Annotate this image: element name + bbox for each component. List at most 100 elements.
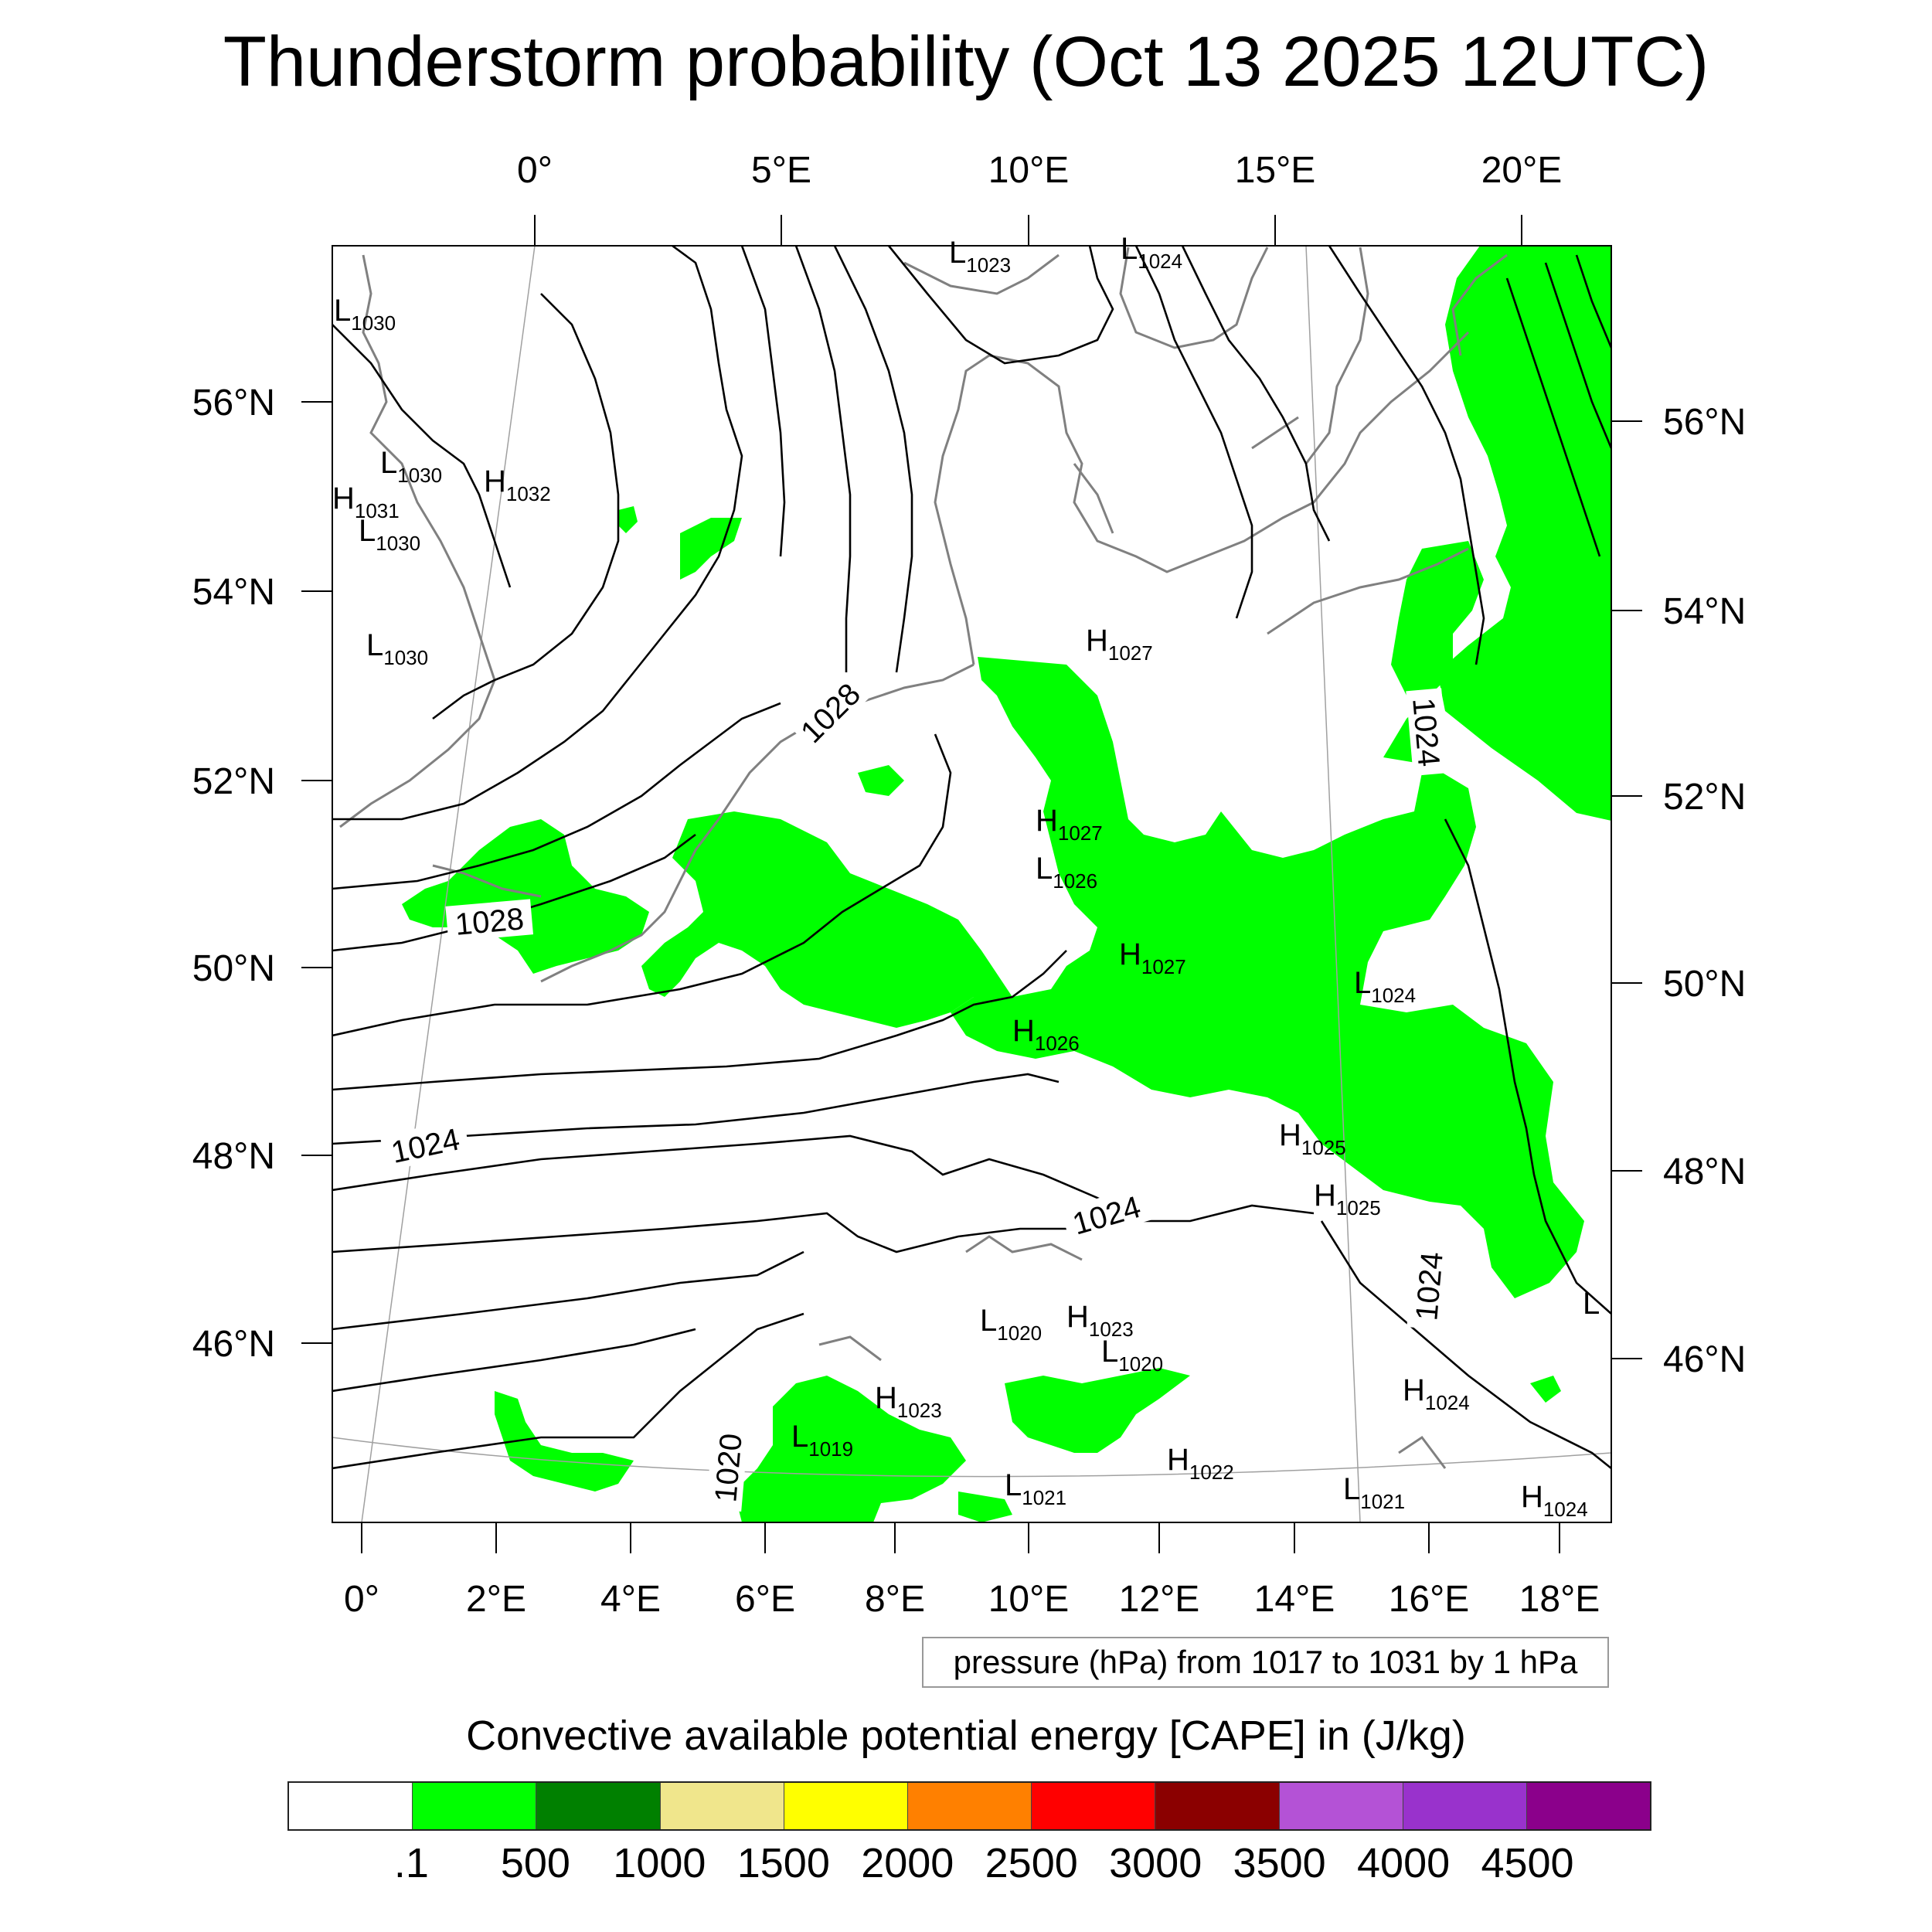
bottom-lon-label: 6°E [735, 1579, 795, 1620]
graticule [332, 246, 1611, 1522]
bottom-lon-label: 12°E [1119, 1579, 1200, 1620]
pressure-center-label: H1025 [1279, 1118, 1346, 1159]
bottom-lon-label: 18°E [1519, 1579, 1600, 1620]
pressure-center-label: H1026 [1012, 1014, 1080, 1055]
left-lat-label: 48°N [192, 1136, 275, 1177]
pressure-center-label: L1023 [949, 236, 1011, 277]
isobars [332, 246, 1611, 1470]
left-lat-label: 50°N [192, 948, 275, 989]
isobar-label: 1024 [1410, 1250, 1450, 1321]
pressure-center-label: L1030 [334, 294, 396, 335]
right-lat-labels: 56°N 54°N 52°N 50°N 48°N 46°N [1663, 402, 1746, 1380]
colorbar-title: Convective available potential energy [C… [466, 1713, 1466, 1759]
contour-info-box: pressure (hPa) from 1017 to 1031 by 1 hP… [922, 1637, 1609, 1688]
pressure-center-label: L1021 [1005, 1468, 1066, 1509]
cape-area-alps-1 [734, 1376, 966, 1522]
pressure-center-label: L [1583, 1287, 1600, 1321]
colorbar-box [907, 1783, 1032, 1829]
cape-area-small-2 [858, 765, 904, 796]
cape-area-west-alps [495, 1391, 634, 1492]
colorbar-box [1032, 1783, 1156, 1829]
colorbar-box [1526, 1783, 1651, 1829]
pressure-center-label: H1024 [1403, 1373, 1470, 1414]
pressure-center-label: L1024 [1354, 966, 1416, 1007]
pressure-center-label: H1024 [1521, 1480, 1588, 1521]
top-lon-label: 0° [517, 150, 553, 191]
isobar-label: 1024 [1406, 696, 1446, 767]
top-lon-label: 15°E [1235, 150, 1316, 191]
cape-area-small-1 [618, 506, 638, 533]
colorbar-label: 1000 [613, 1840, 706, 1886]
colorbar-box [289, 1783, 413, 1829]
cape-area-channel [402, 819, 649, 974]
pressure-center-label: H1031 [332, 481, 400, 522]
top-lon-label: 20°E [1481, 150, 1563, 191]
pressure-centers: L1023 L1024 L1030 L1030 H1032 H1031 L103… [332, 232, 1600, 1521]
pressure-center-label: L1026 [1036, 852, 1097, 893]
colorbar-labels: .1 500 1000 1500 2000 2500 3000 3500 400… [287, 1839, 1651, 1893]
plot-frame [332, 245, 1612, 1523]
colorbar-box [784, 1783, 908, 1829]
cape-area-benelux [641, 811, 1012, 1028]
map-plot-area [332, 246, 1611, 1522]
pressure-center-label: H1022 [1167, 1443, 1234, 1484]
colorbar-label: .1 [393, 1840, 429, 1886]
colorbar-label: 4500 [1481, 1840, 1574, 1886]
left-lat-label: 54°N [192, 572, 275, 613]
right-lat-label: 54°N [1663, 591, 1746, 632]
bottom-lon-label: 14°E [1254, 1579, 1335, 1620]
bottom-lon-labels: 0° 2°E 4°E 6°E 8°E 10°E 12°E 14°E 16°E 1… [344, 1579, 1600, 1620]
colorbar-box [1403, 1783, 1527, 1829]
isobar-label: 1024 [1069, 1190, 1145, 1242]
colorbar-box [536, 1783, 661, 1829]
colorbar-box [1155, 1783, 1280, 1829]
bottom-lon-label: 8°E [865, 1579, 925, 1620]
colorbar-label: 1500 [736, 1840, 830, 1886]
pressure-center-label: L1020 [1101, 1335, 1163, 1376]
coastlines [339, 247, 1508, 1469]
pressure-center-label: L1030 [359, 514, 420, 555]
isobar-labels: 1028 1028 1024 1024 1024 1024 1020 [379, 673, 1450, 1512]
right-lat-label: 56°N [1663, 402, 1746, 443]
pressure-center-label: L1019 [791, 1420, 853, 1461]
cape-area-small-3 [1530, 1376, 1561, 1403]
colorbar-label: 2500 [985, 1840, 1078, 1886]
colorbar-label: 3000 [1109, 1840, 1202, 1886]
colorbar-label: 3500 [1233, 1840, 1326, 1886]
colorbar-box [413, 1783, 537, 1829]
map-title: Thunderstorm probability (Oct 13 2025 12… [223, 22, 1709, 101]
bottom-lon-label: 16°E [1389, 1579, 1470, 1620]
isobar-label: 1020 [709, 1432, 749, 1503]
right-lat-label: 48°N [1663, 1151, 1746, 1192]
colorbar-label: 4000 [1357, 1840, 1451, 1886]
colorbar-label: 2000 [861, 1840, 954, 1886]
colorbar [287, 1781, 1651, 1831]
pressure-center-label: H1032 [484, 464, 551, 505]
right-lat-label: 52°N [1663, 777, 1746, 818]
colorbar-box [660, 1783, 784, 1829]
pressure-center-label: L1020 [980, 1304, 1042, 1345]
cape-area-alps-2 [1005, 1368, 1190, 1453]
pressure-center-label: L1021 [1343, 1472, 1405, 1513]
colorbar-label: 500 [500, 1840, 570, 1886]
bottom-lon-label: 10°E [988, 1579, 1070, 1620]
pressure-center-label: H1023 [875, 1381, 942, 1422]
bottom-lon-label: 0° [344, 1579, 379, 1620]
top-lon-label: 5°E [751, 150, 811, 191]
left-lat-labels: 56°N 54°N 52°N 50°N 48°N 46°N [192, 383, 275, 1365]
pressure-center-label: L1030 [366, 628, 428, 669]
pressure-center-label: H1025 [1314, 1179, 1381, 1219]
bottom-lon-label: 4°E [600, 1579, 661, 1620]
pressure-center-label: H1027 [1036, 804, 1103, 845]
colorbar-box [1279, 1783, 1403, 1829]
left-lat-label: 56°N [192, 383, 275, 423]
pressure-center-label: H1027 [1086, 624, 1153, 665]
pressure-center-label: L1024 [1121, 232, 1182, 273]
left-lat-label: 46°N [192, 1324, 275, 1365]
cape-area-east-coast [1437, 246, 1611, 821]
isobar-label: 1028 [454, 902, 525, 942]
pressure-center-label: H1023 [1066, 1300, 1134, 1341]
pressure-center-label: H1027 [1119, 937, 1186, 978]
top-lon-labels: 0° 5°E 10°E 15°E 20°E [517, 150, 1562, 191]
